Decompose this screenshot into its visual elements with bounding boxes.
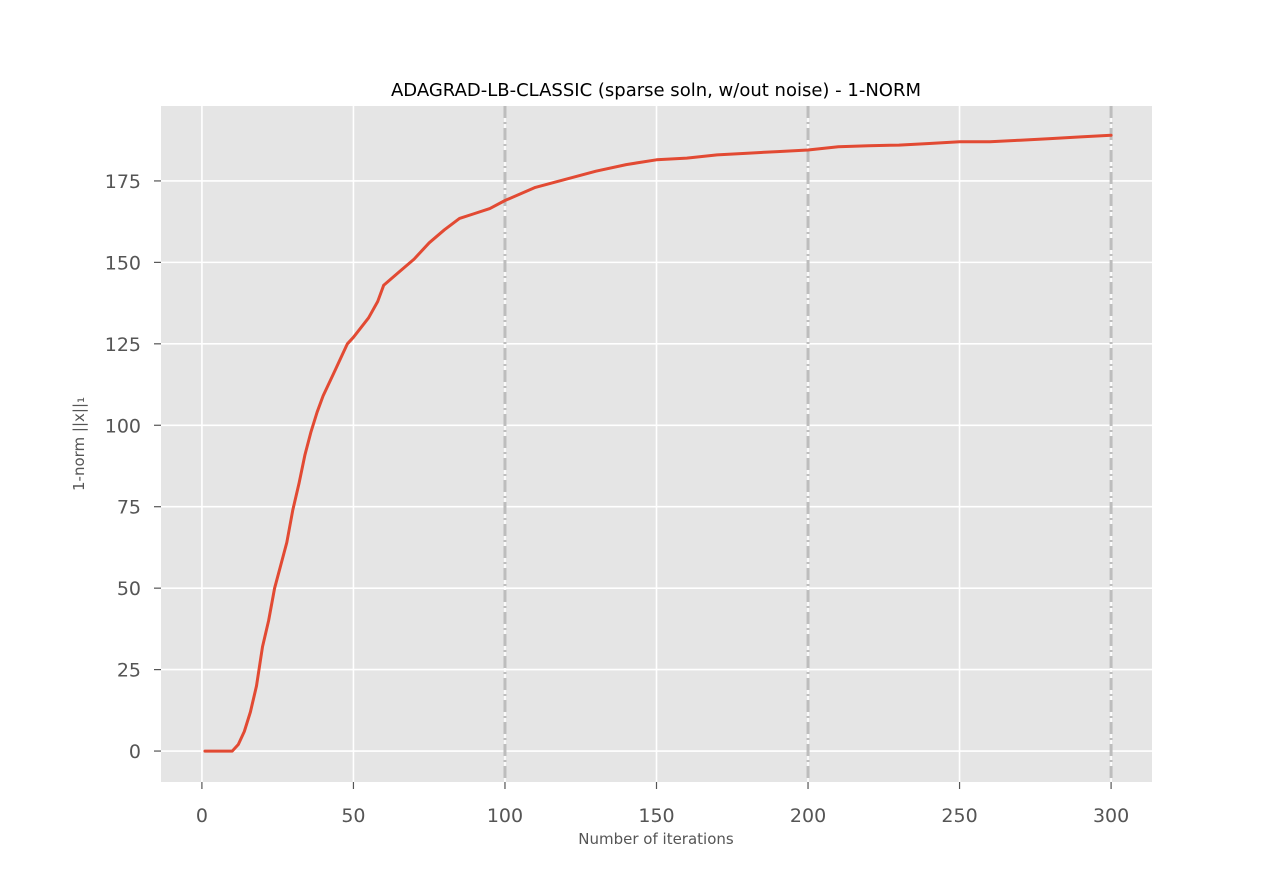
y-tick-label-0: 0 [129, 741, 141, 763]
series-lines [203, 133, 1113, 753]
x-tick-label-2: 100 [487, 805, 523, 827]
x-tick-label-5: 250 [941, 805, 977, 827]
x-tick-label-1: 50 [341, 805, 365, 827]
x-axis-label: Number of iterations [578, 830, 734, 848]
y-tick-label-2: 50 [117, 578, 141, 600]
x-tick-label-6: 300 [1093, 805, 1129, 827]
axis-ticks: 0 50 100 150 200 250 300 0 25 50 75 100 125 150 175 [105, 171, 1129, 827]
reference-lines [503, 106, 1113, 782]
y-tick-label-4: 100 [105, 415, 141, 437]
y-tick-label-1: 25 [117, 660, 141, 682]
x-tick-label-0: 0 [196, 805, 208, 827]
series-line-0 [203, 133, 1113, 753]
x-tick-label-3: 150 [638, 805, 674, 827]
chart-title: ADAGRAD-LB-CLASSIC (sparse soln, w/out n… [391, 80, 921, 101]
x-tick-label-4: 200 [790, 805, 826, 827]
y-tick-label-3: 75 [117, 497, 141, 519]
y-tick-label-5: 125 [105, 334, 141, 356]
y-tick-label-7: 175 [105, 171, 141, 193]
y-tick-label-6: 150 [105, 252, 141, 274]
y-axis-label: 1-norm ||x||₁ [70, 397, 88, 491]
